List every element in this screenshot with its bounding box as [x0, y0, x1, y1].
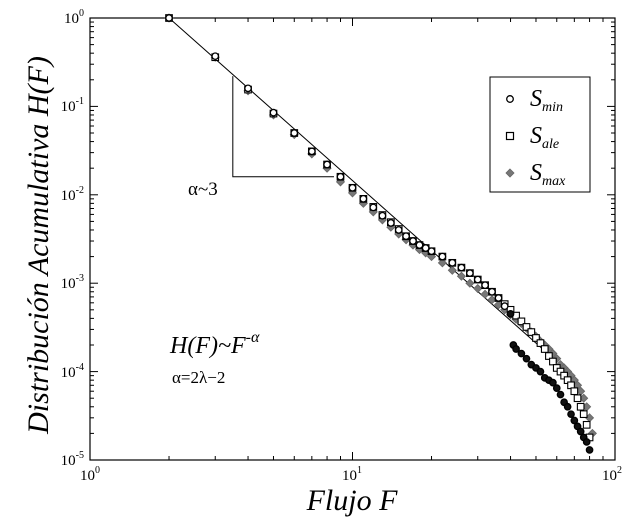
- data-point-s-min: [336, 172, 345, 181]
- data-point-s-min: [387, 219, 395, 227]
- x-tick-label-1: 100: [80, 465, 100, 484]
- data-point-s-ale: [570, 387, 579, 396]
- data-point-s-min: [536, 367, 545, 376]
- data-point-s-min: [307, 147, 316, 156]
- data-point-s-min: [323, 160, 331, 169]
- data-point-s-min: [522, 354, 531, 363]
- data-point-s-min: [582, 438, 591, 446]
- legend-marker-square: [505, 131, 515, 141]
- data-point-s-min: [394, 226, 403, 234]
- data-point-s-min: [506, 310, 515, 318]
- data-point-s-min: [359, 194, 368, 203]
- data-point-s-min: [481, 281, 489, 290]
- data-point-s-ale: [532, 334, 540, 342]
- legend: Smin Sale Smax: [489, 76, 591, 193]
- data-point-s-min: [512, 345, 520, 353]
- data-point-s-min: [415, 241, 424, 249]
- data-point-s-ale: [582, 420, 591, 429]
- data-point-s-min: [517, 349, 526, 358]
- data-point-s-min: [165, 14, 173, 22]
- legend-marker-diamond: [505, 168, 515, 178]
- data-point-s-min: [427, 247, 436, 256]
- data-point-s-min: [552, 384, 561, 392]
- data-point-s-min: [488, 287, 496, 296]
- data-point-s-ale: [527, 328, 536, 336]
- data-point-s-max: [426, 252, 437, 262]
- y-tick-label-1: 100: [64, 8, 84, 27]
- data-point-s-min: [290, 129, 299, 137]
- data-point-s-ale: [576, 402, 585, 411]
- data-point-s-min: [585, 446, 594, 454]
- data-point-s-min: [369, 203, 378, 212]
- data-point-s-max: [456, 271, 466, 281]
- power-law-formula: H(F)~F-α: [169, 329, 260, 359]
- data-point-s-min: [438, 252, 447, 261]
- data-point-s-ale: [549, 357, 557, 366]
- data-point-s-ale: [573, 394, 582, 403]
- data-point-s-max: [447, 265, 457, 275]
- data-points-group: [164, 13, 597, 454]
- legend-label-smax: Smax: [530, 160, 566, 189]
- data-point-s-min: [421, 244, 430, 252]
- data-point-s-ale: [540, 345, 549, 353]
- slope-triangle: [232, 76, 334, 178]
- x-tick-label-10: 101: [342, 465, 362, 484]
- data-point-s-min: [211, 52, 220, 61]
- y-tick-label-0.001: 10-3: [61, 273, 84, 292]
- y-tick-label-0.1: 10-1: [61, 96, 84, 115]
- data-point-s-min: [402, 232, 410, 241]
- slope-label: α~3: [188, 179, 218, 200]
- y-tick-label-0.00001: 10-5: [61, 450, 84, 469]
- data-point-s-max: [480, 289, 490, 299]
- data-point-s-min: [378, 211, 387, 220]
- data-point-s-ale: [579, 410, 588, 419]
- data-point-s-min: [466, 269, 474, 277]
- data-point-s-min: [500, 302, 509, 311]
- y-axis-title: Distribución Acumulativa H(F): [22, 56, 55, 435]
- y-tick-label-0.01: 10-2: [61, 185, 84, 204]
- data-point-s-min: [244, 84, 252, 93]
- data-point-s-min: [563, 402, 572, 411]
- axis-ticks: [89, 18, 615, 461]
- data-point-s-min: [457, 263, 466, 272]
- legend-marker-circle: [506, 95, 514, 103]
- x-tick-label-100: 102: [602, 465, 622, 484]
- x-axis-title: Flujo F: [306, 484, 398, 517]
- power-law-fit-line: [168, 17, 558, 362]
- data-point-s-min: [567, 410, 575, 419]
- data-point-s-ale: [522, 323, 531, 331]
- data-point-s-min: [269, 108, 278, 117]
- data-point-s-min: [570, 416, 579, 425]
- fit-line-group: [168, 17, 558, 362]
- legend-label-sale: Sale: [530, 123, 559, 152]
- data-point-s-min: [409, 237, 417, 245]
- data-point-s-min: [576, 427, 585, 436]
- data-point-s-min: [473, 275, 482, 284]
- data-point-s-max: [465, 278, 475, 288]
- data-point-s-ale: [536, 339, 545, 347]
- alpha-relation: α=2λ−2: [172, 368, 225, 387]
- data-point-s-max: [437, 258, 447, 268]
- data-point-s-min: [494, 294, 503, 302]
- data-point-s-ale: [545, 352, 553, 360]
- data-point-s-min: [448, 258, 457, 267]
- legend-label-smin: Smin: [530, 86, 563, 115]
- data-point-s-min: [549, 378, 557, 387]
- data-point-s-ale: [517, 317, 526, 326]
- data-point-s-max: [473, 283, 483, 294]
- y-tick-label-0.0001: 10-4: [61, 362, 84, 381]
- data-point-s-min: [348, 183, 357, 192]
- data-point-s-min: [556, 390, 565, 399]
